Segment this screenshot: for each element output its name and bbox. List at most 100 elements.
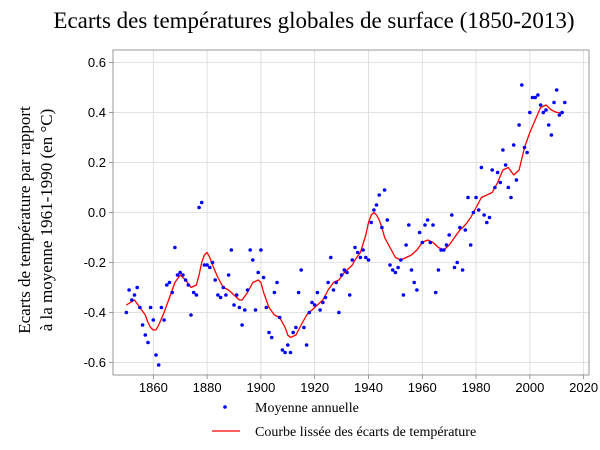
data-point-1852 bbox=[130, 298, 134, 302]
legend-marker-points bbox=[223, 405, 227, 409]
data-point-1933 bbox=[347, 293, 352, 297]
data-point-1952 bbox=[399, 258, 403, 262]
data-point-1861 bbox=[154, 353, 158, 357]
data-point-1990 bbox=[501, 148, 505, 152]
data-point-1973 bbox=[455, 260, 460, 265]
data-point-2006 bbox=[544, 108, 548, 112]
data-point-1994 bbox=[511, 143, 516, 147]
data-point-1860 bbox=[151, 318, 156, 322]
data-point-1972 bbox=[452, 265, 457, 270]
data-point-1967 bbox=[439, 248, 443, 252]
data-point-1854 bbox=[135, 285, 139, 290]
data-point-2007 bbox=[546, 123, 551, 127]
legend-label-curve: Courbe lissée des écarts de température bbox=[255, 425, 476, 440]
data-point-1964 bbox=[431, 223, 435, 227]
data-point-1987 bbox=[493, 185, 497, 190]
data-point-1984 bbox=[485, 220, 489, 225]
x-tick-label: 2000 bbox=[515, 380, 544, 395]
data-point-1863 bbox=[159, 305, 164, 310]
data-point-1951 bbox=[396, 265, 400, 270]
data-point-1904 bbox=[269, 335, 274, 340]
data-point-1927 bbox=[331, 288, 336, 292]
data-point-1896 bbox=[248, 248, 252, 252]
data-point-1898 bbox=[253, 308, 258, 312]
data-point-1940 bbox=[366, 258, 371, 262]
data-point-1945 bbox=[380, 225, 384, 230]
data-point-1937 bbox=[358, 255, 363, 260]
data-point-1899 bbox=[256, 270, 261, 275]
data-point-1963 bbox=[428, 240, 433, 245]
y-tick-label: 0.0 bbox=[88, 205, 106, 220]
data-point-1910 bbox=[286, 343, 290, 347]
y-axis-title-2: à la moyenne 1961-1990 (en °C) bbox=[37, 109, 56, 332]
data-point-1880 bbox=[205, 263, 209, 267]
data-point-1954 bbox=[404, 243, 408, 247]
data-point-1914 bbox=[296, 290, 301, 295]
smoothed-curve-layer bbox=[126, 104, 563, 339]
y-tick-label: 0.4 bbox=[88, 105, 106, 120]
data-point-1997 bbox=[520, 83, 524, 87]
data-point-1993 bbox=[509, 195, 513, 200]
data-point-1918 bbox=[307, 310, 312, 315]
data-point-1864 bbox=[162, 318, 166, 322]
x-tick-label: 1900 bbox=[246, 380, 275, 395]
data-point-1981 bbox=[476, 208, 481, 212]
y-tick-label: 0.6 bbox=[88, 55, 106, 70]
ticks: 1860 1880 1900 1920 1940 1960 1980 2000 2020 -0.6… bbox=[84, 55, 598, 395]
data-point-1881 bbox=[208, 265, 212, 270]
data-point-1996 bbox=[517, 123, 521, 127]
data-point-1902 bbox=[264, 305, 269, 310]
y-axis-title-line-1: Ecarts de température par rapport bbox=[15, 106, 34, 334]
data-point-1893 bbox=[240, 323, 244, 327]
data-point-1980 bbox=[474, 195, 478, 200]
data-point-1942 bbox=[372, 208, 376, 212]
grid bbox=[113, 50, 589, 375]
data-point-2009 bbox=[552, 100, 556, 105]
x-tick-label: 1860 bbox=[139, 380, 168, 395]
data-point-1851 bbox=[127, 288, 131, 292]
data-point-2012 bbox=[560, 110, 564, 115]
data-point-1919 bbox=[310, 300, 314, 305]
data-point-1903 bbox=[267, 330, 271, 335]
data-point-2010 bbox=[554, 88, 559, 92]
data-point-1865 bbox=[165, 283, 169, 287]
data-point-2011 bbox=[557, 113, 562, 117]
data-point-1875 bbox=[191, 290, 196, 295]
data-point-1895 bbox=[245, 288, 250, 292]
data-point-1934 bbox=[350, 258, 355, 262]
data-point-2002 bbox=[533, 95, 537, 100]
data-point-1915 bbox=[299, 268, 304, 272]
data-point-1960 bbox=[420, 240, 425, 245]
y-tick-label: -0.4 bbox=[84, 305, 106, 320]
data-point-1869 bbox=[175, 273, 180, 277]
data-point-1995 bbox=[514, 178, 519, 182]
data-point-1966 bbox=[436, 268, 441, 272]
data-point-1938 bbox=[361, 248, 365, 252]
data-point-1921 bbox=[315, 290, 320, 295]
data-point-1858 bbox=[146, 340, 150, 345]
data-point-1879 bbox=[202, 263, 207, 267]
data-point-2003 bbox=[536, 93, 540, 97]
x-tick-label: 1940 bbox=[354, 380, 383, 395]
data-point-1965 bbox=[433, 290, 438, 295]
data-point-1857 bbox=[143, 333, 148, 337]
data-point-1877 bbox=[197, 205, 201, 210]
data-point-1939 bbox=[364, 255, 368, 260]
y-axis-title: Ecarts de température par rapport bbox=[15, 106, 34, 334]
data-point-1866 bbox=[167, 280, 172, 285]
data-point-1985 bbox=[487, 215, 492, 220]
data-point-1850 bbox=[124, 310, 129, 315]
x-tick-label: 1980 bbox=[462, 380, 491, 395]
data-point-1999 bbox=[525, 150, 529, 155]
data-point-1926 bbox=[329, 255, 333, 260]
data-point-1932 bbox=[345, 270, 349, 275]
x-tick-label: 1960 bbox=[408, 380, 437, 395]
data-point-1897 bbox=[251, 258, 255, 262]
data-point-1885 bbox=[218, 295, 223, 300]
data-point-1992 bbox=[506, 185, 511, 190]
data-point-1891 bbox=[234, 293, 239, 297]
data-point-1991 bbox=[503, 163, 508, 167]
data-point-1906 bbox=[275, 280, 279, 285]
data-point-1977 bbox=[466, 195, 470, 200]
legend-label-points: Moyenne annuelle bbox=[255, 401, 359, 416]
